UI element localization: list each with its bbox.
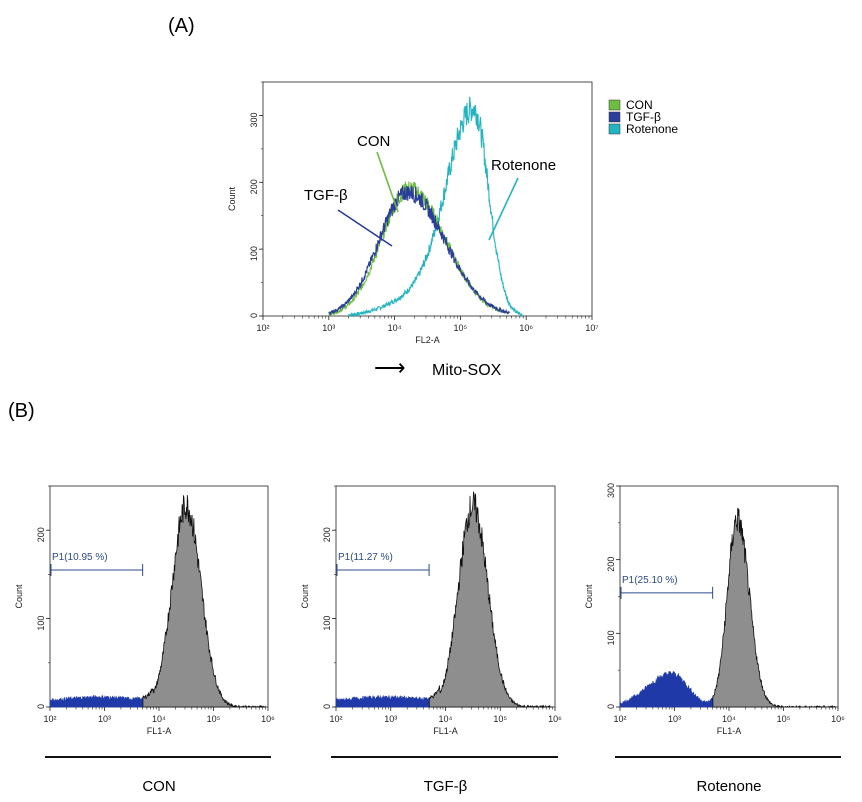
histogram-line-rotenone [348, 96, 524, 318]
gated-population-fill [335, 694, 430, 708]
main-population-fill [712, 507, 836, 709]
x-tick-label: 10² [613, 714, 626, 724]
x-axis-label: FL1-A [433, 726, 458, 736]
y-tick-label: 200 [249, 179, 259, 194]
y-axis-label: Count [300, 584, 310, 609]
x-tick-label: 10³ [384, 714, 397, 724]
legend-label: CON [626, 98, 653, 112]
x-tick-label: 10² [43, 714, 56, 724]
x-tick-label: 10⁶ [831, 714, 845, 724]
y-tick-label: 100 [249, 246, 259, 261]
annotation-pointer [376, 151, 399, 213]
y-tick-label: 200 [322, 527, 332, 542]
y-tick-label: 0 [322, 704, 332, 709]
x-tick-label: 10⁵ [207, 714, 221, 724]
y-tick-label: 100 [36, 616, 46, 631]
x-tick-label: 10⁴ [439, 714, 453, 724]
legend-swatch [608, 99, 621, 111]
panel-a-chart: 10² 10³ 10⁴ 10⁵ 10⁶ 10⁷ 0 100 200 300 FL2-A Count CO… [227, 81, 678, 345]
group-label: Rotenone [696, 778, 761, 795]
y-axis-label: Count [227, 187, 237, 212]
x-axis-label: FL1-A [717, 726, 742, 736]
y-tick-label: 300 [249, 112, 259, 127]
legend-swatch [608, 123, 621, 135]
y-tick-label: 300 [606, 483, 616, 498]
x-axis-label: FL2-A [415, 335, 440, 345]
panel-b-chart-tgf: 10² 10³ 10⁴ 10⁵ 10⁶ 0 100 200 FL1-A Count P1(11.27… [300, 485, 562, 795]
y-tick-label: 100 [606, 630, 616, 645]
legend-swatch [608, 111, 621, 123]
main-population-fill [428, 491, 552, 709]
x-tick-label: 10³ [668, 714, 681, 724]
group-label: CON [142, 778, 175, 795]
y-axis-label: Count [584, 584, 594, 609]
x-tick-label: 10⁵ [493, 714, 507, 724]
panel-b-label: (B) [8, 400, 35, 422]
x-tick-label: 10⁴ [388, 323, 402, 333]
x-tick-label: 10⁵ [777, 714, 791, 724]
y-tick-label: 0 [249, 313, 259, 318]
panel-a-label: (A) [168, 15, 195, 37]
x-tick-label: 10³ [98, 714, 111, 724]
panel-b-chart-con: 10² 10³ 10⁴ 10⁵ 10⁶ 0 100 200 FL1-A Count P1(10.95… [14, 485, 275, 795]
x-tick-label: 10⁷ [585, 323, 598, 333]
gate-label: P1(25.10 %) [622, 575, 678, 586]
gate-label: P1(10.95 %) [52, 552, 108, 563]
y-tick-label: 200 [36, 527, 46, 542]
gate-label: P1(11.27 %) [338, 552, 393, 563]
x-tick-label: 10⁶ [261, 714, 275, 724]
annotation-pointer [488, 177, 519, 241]
y-tick-label: 0 [606, 704, 616, 709]
x-tick-label: 10⁴ [722, 714, 736, 724]
legend-label: Rotenone [626, 122, 678, 136]
x-axis-label: FL1-A [147, 726, 172, 736]
panel-b-chart-rotenone: 10² 10³ 10⁴ 10⁵ 10⁶ 0 100 200 300 FL1-A Count P1(25… [584, 483, 845, 795]
mito-sox-label: Mito-SOX [432, 362, 502, 379]
x-tick-label: 10⁶ [548, 714, 562, 724]
gated-population-fill [619, 671, 714, 708]
y-axis-label: Count [14, 584, 24, 609]
x-tick-label: 10⁶ [519, 323, 533, 333]
annotation-label: TGF-β [304, 187, 348, 204]
histogram-line-con [328, 181, 507, 317]
annotation-pointer [337, 209, 393, 247]
gated-population-fill [49, 694, 144, 708]
plot-frame [262, 81, 593, 317]
x-tick-label: 10² [256, 323, 269, 333]
x-tick-label: 10⁵ [454, 323, 468, 333]
x-tick-label: 10² [329, 714, 342, 724]
main-population-fill [142, 495, 266, 708]
histogram-line-tgf [328, 185, 510, 316]
legend-label: TGF-β [626, 110, 661, 124]
x-tick-label: 10³ [322, 323, 335, 333]
y-tick-label: 0 [36, 704, 46, 709]
group-label: TGF-β [424, 778, 468, 795]
annotation-label: CON [357, 133, 390, 150]
x-tick-label: 10⁴ [152, 714, 166, 724]
annotation-label: Rotenone [491, 157, 556, 174]
arrow-icon: ⟶ [374, 355, 406, 380]
y-tick-label: 100 [322, 616, 332, 631]
y-tick-label: 200 [606, 557, 616, 572]
